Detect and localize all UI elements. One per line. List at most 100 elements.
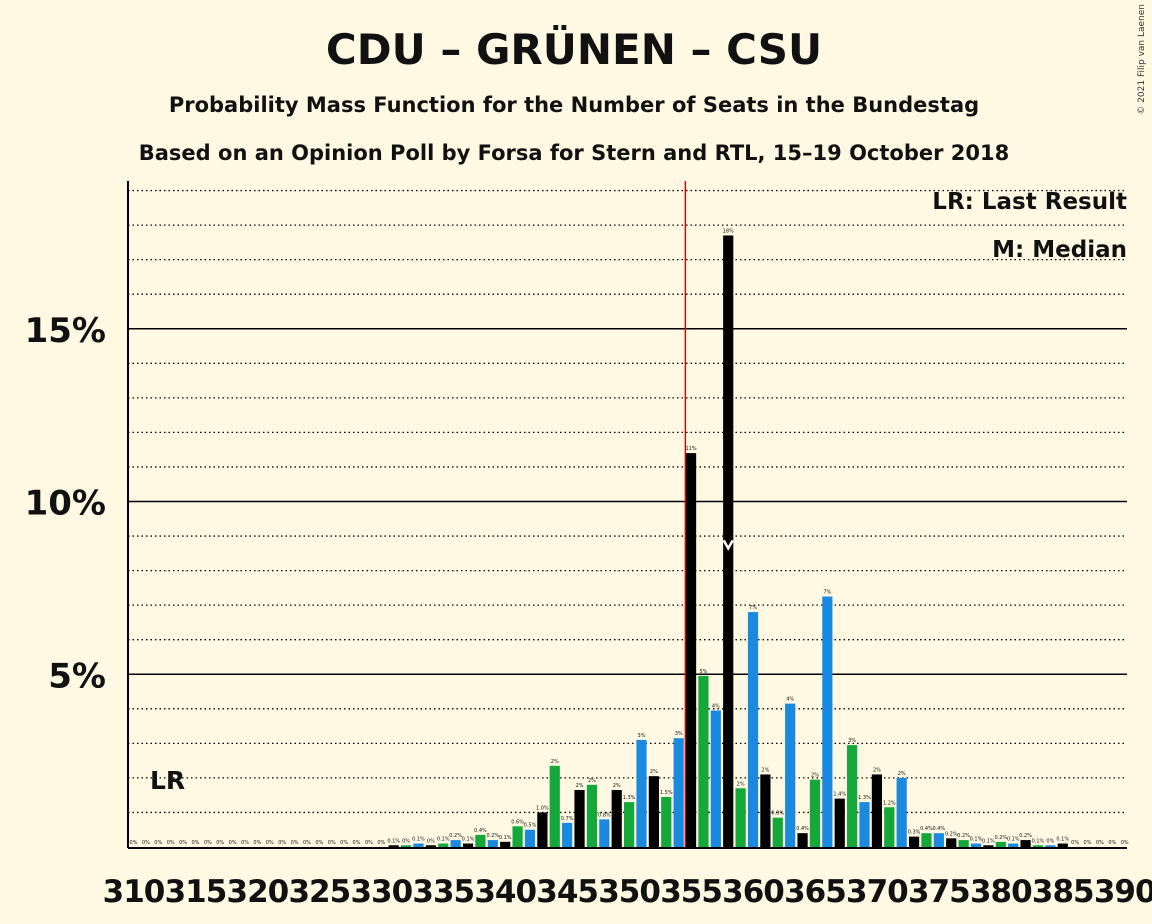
bar <box>983 845 994 847</box>
bar-value-label: 2% <box>873 767 881 773</box>
bar-value-label: 0% <box>291 840 299 846</box>
bar-value-label: 4% <box>712 704 720 710</box>
bar <box>586 784 598 847</box>
bar-value-label: 0.1% <box>437 837 450 843</box>
y-tick-label: 5% <box>48 656 106 696</box>
bar-value-label: 0% <box>142 840 150 846</box>
x-tick-label: 360 <box>722 874 784 910</box>
x-tick-label: 330 <box>350 874 412 910</box>
bar <box>772 817 783 847</box>
bar <box>512 826 523 847</box>
bar <box>388 845 399 847</box>
bar-value-label: 0.8% <box>598 812 611 818</box>
bar-value-label: 0% <box>328 840 336 846</box>
bar-value-label: 0.1% <box>499 835 512 841</box>
bar-value-label: 0.1% <box>1032 838 1045 844</box>
x-tick-label: 350 <box>598 874 660 910</box>
bar <box>710 710 721 847</box>
bar-value-label: 0% <box>229 840 237 846</box>
x-tick-label: 310 <box>103 874 165 910</box>
bar-value-label: 1.2% <box>883 800 896 806</box>
bar <box>524 829 536 847</box>
x-tick-label: 375 <box>908 874 970 910</box>
bar <box>549 765 560 847</box>
bar-value-label: 0% <box>266 840 274 846</box>
bar-value-label: 0% <box>1084 840 1092 846</box>
bar <box>859 802 870 847</box>
last-result-label: LR <box>150 766 185 795</box>
y-tick-label: 15% <box>25 311 106 351</box>
bar-value-label: 2% <box>737 781 745 787</box>
bar <box>735 788 746 847</box>
bar <box>624 802 635 847</box>
bar-value-label: 0.2% <box>994 835 1007 841</box>
bar-value-label: 0% <box>353 840 361 846</box>
bar-value-label: 0.3% <box>908 830 921 836</box>
x-tick-label: 345 <box>536 874 598 910</box>
bar-value-label: 1.4% <box>833 792 846 798</box>
bar-value-label: 0.1% <box>1007 837 1020 843</box>
x-tick-label: 365 <box>784 874 846 910</box>
bar-value-label: 0% <box>1108 840 1116 846</box>
bar-value-label: 0% <box>216 840 224 846</box>
bar-value-label: 0% <box>402 838 410 844</box>
bar-value-label: 3% <box>638 733 646 739</box>
bar-value-label: 0% <box>1096 840 1104 846</box>
x-tick-label: 320 <box>227 874 289 910</box>
bar <box>896 777 907 847</box>
bar <box>1008 843 1019 847</box>
bar <box>871 774 882 847</box>
median-marker <box>722 539 734 551</box>
bar <box>462 843 474 847</box>
x-tick-label: 355 <box>660 874 722 910</box>
bar-value-label: 4% <box>786 697 794 703</box>
bar-value-label: 2% <box>588 778 596 784</box>
bar-value-label: 0% <box>154 840 162 846</box>
bar-value-label: 0.2% <box>449 833 462 839</box>
bar-value-label: 0.4% <box>474 828 487 834</box>
bar <box>400 845 412 847</box>
bar <box>921 833 932 847</box>
x-tick-label: 370 <box>846 874 908 910</box>
bar <box>698 675 709 847</box>
bar <box>970 843 982 847</box>
bar <box>797 833 808 847</box>
bar-value-label: 0.2% <box>957 833 970 839</box>
bar <box>747 612 759 847</box>
bar <box>1045 845 1056 847</box>
bar <box>946 838 957 847</box>
bar <box>636 739 647 847</box>
bar <box>611 789 622 847</box>
bar <box>933 833 944 847</box>
bar <box>847 745 858 847</box>
bar-value-label: 1.0% <box>536 805 549 811</box>
copyright-note: © 2021 Filip van Laenen <box>1137 4 1147 115</box>
bar <box>450 840 461 847</box>
bar-value-label: 0.2% <box>486 833 499 839</box>
x-tick-label: 390 <box>1094 874 1152 910</box>
bar <box>884 807 895 847</box>
gridlines <box>128 189 1127 814</box>
bar <box>438 843 449 847</box>
bar <box>785 703 796 847</box>
bar <box>958 840 969 847</box>
chart-subtitle-1: Probability Mass Function for the Number… <box>169 93 979 117</box>
bar <box>537 812 548 847</box>
x-tick-label: 385 <box>1032 874 1094 910</box>
bar-value-label: 0% <box>253 840 261 846</box>
bar-value-label: 2% <box>576 783 584 789</box>
bar-value-label: 2% <box>650 769 658 775</box>
bar-value-label: 7% <box>823 590 831 596</box>
bar-value-label: 2% <box>551 759 559 765</box>
bar <box>574 789 585 847</box>
bar-value-label: 0% <box>1046 838 1054 844</box>
bar <box>475 834 486 847</box>
bar <box>1020 840 1031 847</box>
bar-value-label: 0.1% <box>412 837 425 843</box>
bar <box>661 796 672 847</box>
bar-value-label: 0% <box>179 840 187 846</box>
bar-value-label: 2% <box>811 773 819 779</box>
bar-value-label: 0.1% <box>387 838 400 844</box>
bar <box>673 738 684 847</box>
